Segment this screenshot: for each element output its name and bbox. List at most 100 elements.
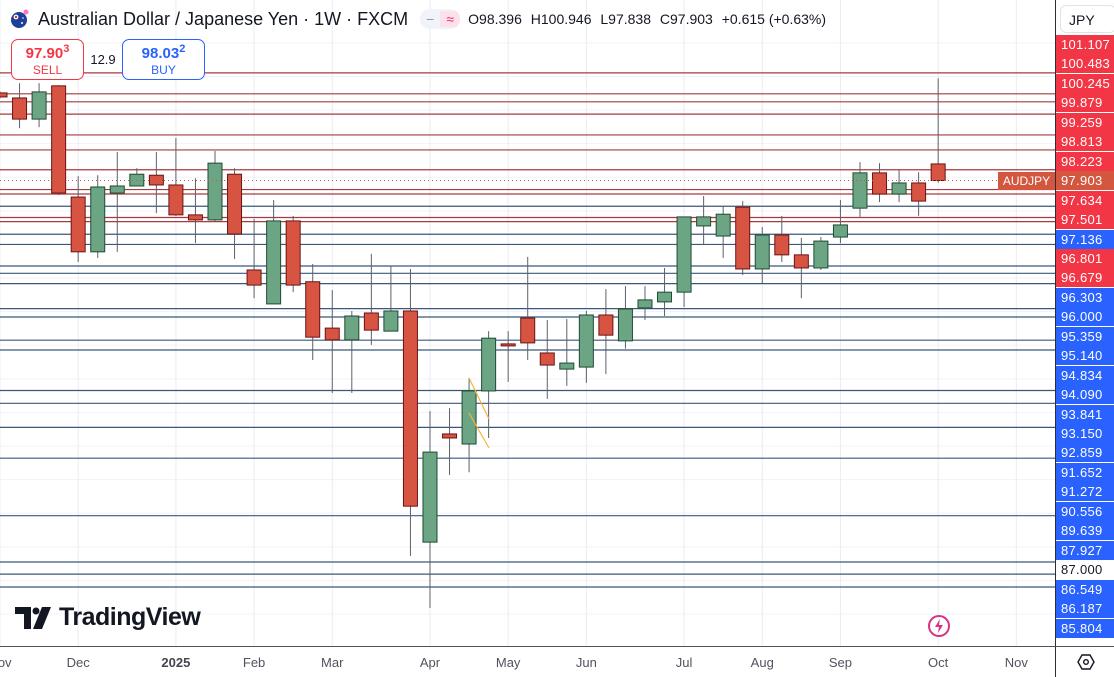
time-axis-label: May — [495, 655, 521, 670]
candle — [285, 215, 301, 293]
price-level-label: 94.834 — [1056, 365, 1114, 385]
candle — [148, 152, 164, 214]
candle-body-up — [90, 186, 106, 253]
price-level-label: 92.859 — [1056, 443, 1114, 463]
ohlc-values: O98.396 H100.946 L97.838 C97.903 +0.615 … — [468, 11, 831, 27]
candle — [442, 408, 458, 475]
price-axis[interactable]: 101.107 100.483 100.245 99.879 99.259 98.813 9… — [1055, 0, 1114, 646]
settings-icon — [1076, 654, 1095, 670]
time-axis-label: Jul — [675, 655, 693, 670]
candle-body-up — [481, 337, 497, 392]
candle — [735, 201, 751, 276]
price-level-label: 95.140 — [1056, 346, 1114, 366]
price-level-label: 97.501 — [1056, 210, 1114, 230]
open-value: O98.396 — [468, 11, 522, 27]
candle-body-down — [793, 254, 809, 269]
candle-body-down — [930, 163, 946, 181]
currency-select[interactable]: JPY ⌄ — [1060, 5, 1114, 33]
candle — [891, 170, 907, 203]
time-axis-label: Nov — [1004, 655, 1028, 670]
candle-body-down — [402, 310, 418, 507]
time-axis-label: Nov — [0, 655, 12, 670]
tradingview-logo-icon — [15, 606, 51, 629]
time-axis-label: Mar — [321, 655, 344, 670]
candle-body-down — [735, 206, 751, 270]
collapse-icon[interactable]: − — [426, 11, 435, 27]
sell-price-pip: 3 — [63, 43, 70, 55]
sell-price: 97.90 — [25, 45, 64, 62]
time-axis[interactable]: Nov Dec 2025 Feb Mar Apr May Jun Jul Aug Sep Oct Nov — [0, 646, 1055, 677]
candlestick-chart[interactable] — [0, 0, 1055, 646]
chart-settings-button[interactable] — [1055, 646, 1114, 677]
price-level-label: 96.679 — [1056, 268, 1114, 288]
time-axis-label: Sep — [828, 655, 852, 670]
price-level-label: 93.841 — [1056, 404, 1114, 424]
candle-body-down — [168, 184, 184, 216]
price-level-label: 95.359 — [1056, 326, 1114, 346]
price-level-label: 100.483 — [1056, 54, 1114, 74]
tradingview-logo[interactable]: TradingView — [15, 603, 201, 632]
high-value: H100.946 — [530, 11, 592, 27]
candle-body-down — [774, 234, 790, 256]
candle-body-down — [227, 173, 243, 235]
candle — [402, 268, 418, 556]
price-level-label: 86.549 — [1056, 579, 1114, 599]
candle-body-up — [422, 451, 438, 543]
symbol-title[interactable]: Australian Dollar / Japanese Yen · 1W · … — [38, 8, 409, 29]
candle — [930, 78, 946, 183]
price-level-label: 98.813 — [1056, 132, 1114, 152]
time-axis-label: Apr — [419, 655, 441, 670]
candle — [207, 151, 223, 222]
lightning-icon[interactable] — [927, 614, 951, 638]
price-level-label: 87.000 — [1056, 560, 1114, 580]
candle-body-up — [266, 220, 282, 305]
candle-body-down — [539, 352, 555, 366]
candle-body-up — [832, 224, 848, 238]
candle — [109, 152, 125, 252]
chevron-down-icon: ⌄ — [1113, 6, 1114, 34]
price-level-label: 101.107 — [1056, 35, 1114, 54]
candle — [383, 265, 399, 332]
candle — [31, 83, 47, 128]
candle — [129, 168, 145, 187]
trendline[interactable] — [468, 412, 490, 449]
buy-label: BUY — [151, 63, 176, 77]
price-level-label: 96.000 — [1056, 307, 1114, 327]
candle-body-down — [520, 317, 536, 344]
price-level-label: 91.652 — [1056, 462, 1114, 482]
candle — [520, 256, 536, 361]
candle — [715, 206, 731, 258]
currency-value: JPY — [1069, 12, 1095, 28]
candle — [598, 289, 614, 375]
wave-icon[interactable]: ≈ — [440, 11, 461, 27]
low-value: L97.838 — [600, 11, 651, 27]
candle-body-down — [324, 327, 340, 341]
legend-toggle[interactable]: − ≈ — [420, 9, 461, 29]
chart-legend: Australian Dollar / Japanese Yen · 1W · … — [10, 8, 831, 30]
candle-body-down — [598, 314, 614, 336]
time-axis-label: Jun — [575, 655, 597, 670]
candle-body-down — [442, 433, 458, 439]
trendline[interactable] — [468, 377, 490, 420]
price-level-label: 96.303 — [1056, 287, 1114, 307]
candle-body-up — [891, 182, 907, 195]
candle-body-up — [676, 216, 692, 293]
sell-button[interactable]: 97.903 SELL — [11, 39, 84, 80]
candle — [0, 91, 8, 99]
price-level-label: 89.639 — [1056, 521, 1114, 541]
price-level-label: 99.259 — [1056, 112, 1114, 132]
candle-body-down — [0, 92, 8, 98]
candle — [12, 83, 28, 129]
buy-button[interactable]: 98.032 BUY — [122, 39, 205, 80]
candle — [657, 267, 673, 317]
candle-body-down — [363, 312, 379, 331]
candle-body-up — [813, 240, 829, 269]
candle — [774, 215, 790, 262]
candle — [617, 286, 633, 349]
sell-label: SELL — [32, 63, 63, 77]
candle-body-up — [852, 172, 868, 209]
candle — [187, 178, 203, 244]
price-level-label: 100.245 — [1056, 73, 1114, 93]
trendline-drawing[interactable] — [468, 377, 490, 449]
candle-body-down — [70, 196, 86, 253]
